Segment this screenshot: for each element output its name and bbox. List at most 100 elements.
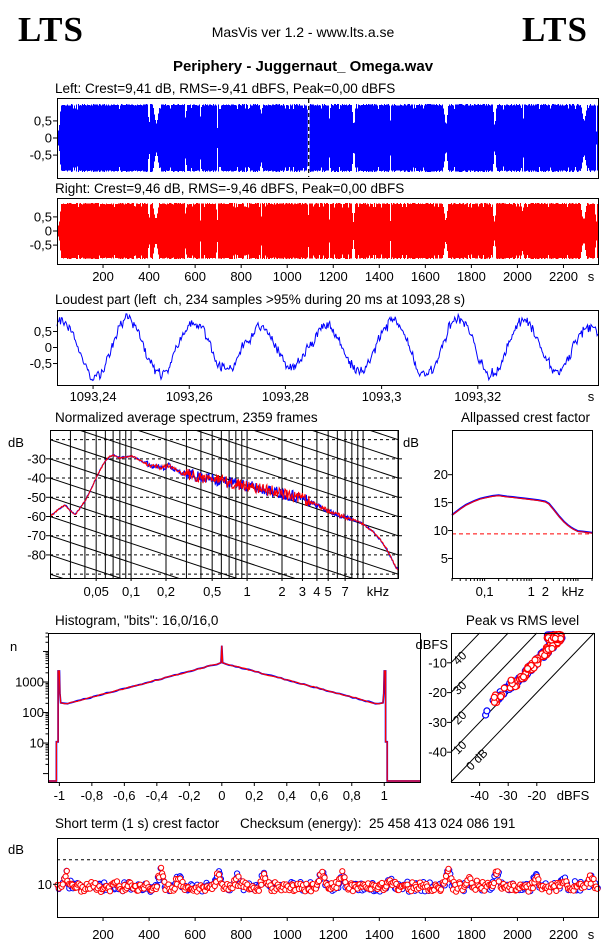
svg-text:600: 600: [184, 927, 206, 942]
left-channel-stats: Left: Crest=9,41 dB, RMS=-9,41 dBFS, Pea…: [55, 81, 396, 96]
checksum-text: Checksum (energy): 25 458 413 024 086 19…: [240, 816, 516, 831]
svg-text:-40: -40: [27, 471, 46, 486]
svg-text:-30: -30: [499, 788, 518, 803]
logo-left: LTS: [18, 10, 84, 49]
svg-text:1093,26: 1093,26: [166, 389, 213, 404]
svg-text:-40: -40: [428, 745, 447, 760]
svg-text:30: 30: [450, 678, 470, 698]
svg-text:1000: 1000: [273, 269, 302, 284]
svg-text:20: 20: [450, 708, 470, 728]
svg-text:1800: 1800: [457, 269, 486, 284]
svg-text:-0,6: -0,6: [113, 788, 135, 803]
svg-text:0,5: 0,5: [203, 584, 221, 599]
svg-text:dB: dB: [8, 435, 24, 450]
svg-text:2000: 2000: [503, 927, 532, 942]
svg-text:1093,28: 1093,28: [262, 389, 309, 404]
right-channel-stats: Right: Crest=9,46 dB, RMS=-9,46 dBFS, Pe…: [55, 181, 405, 196]
svg-text:10: 10: [30, 736, 44, 751]
svg-text:-30: -30: [428, 715, 447, 730]
svg-text:1000: 1000: [273, 927, 302, 942]
svg-text:2: 2: [278, 584, 285, 599]
svg-text:2000: 2000: [503, 269, 532, 284]
svg-text:1: 1: [381, 788, 388, 803]
svg-text:1093,24: 1093,24: [70, 389, 117, 404]
svg-text:10: 10: [450, 738, 470, 758]
svg-text:-50: -50: [27, 490, 46, 505]
svg-text:s: s: [588, 389, 595, 404]
right-waveform-plot: 0,50-0,5 200 400 600 800 1000 1200 1400 1600 1800…: [30, 198, 599, 284]
svg-text:800: 800: [230, 269, 252, 284]
svg-text:10: 10: [38, 877, 52, 892]
svg-text:dB: dB: [403, 435, 419, 450]
svg-text:200: 200: [92, 927, 114, 942]
svg-text:1: 1: [528, 584, 535, 599]
svg-text:kHz: kHz: [367, 584, 389, 599]
svg-text:10: 10: [434, 523, 448, 538]
svg-text:dB: dB: [8, 842, 24, 857]
short-term-title: Short term (1 s) crest factor: [55, 816, 220, 831]
svg-text:1400: 1400: [365, 927, 394, 942]
page-title: Periphery - Juggernaut_ Omega.wav: [172, 58, 434, 75]
peak-vs-rms-title: Peak vs RMS level: [465, 613, 580, 628]
svg-text:0: 0: [45, 340, 52, 355]
svg-text:1000: 1000: [15, 675, 44, 690]
left-waveform-plot: 0,5 0 -0,5: [30, 98, 599, 179]
svg-text:1200: 1200: [319, 269, 348, 284]
svg-text:0: 0: [45, 131, 52, 146]
svg-text:2: 2: [542, 584, 549, 599]
svg-text:1600: 1600: [411, 927, 440, 942]
histogram-title: Histogram, "bits": 16,0/16,0: [55, 613, 219, 628]
svg-text:0: 0: [218, 788, 225, 803]
svg-text:5: 5: [441, 551, 448, 566]
svg-text:dBFS: dBFS: [415, 637, 448, 652]
svg-text:dBFS: dBFS: [557, 788, 590, 803]
svg-text:15: 15: [434, 495, 448, 510]
allpassed-crest-plot: 20 15 10 5 0,1 1 2 kHz dB: [403, 430, 593, 599]
svg-text:s: s: [588, 927, 595, 942]
logo-right: LTS: [522, 10, 588, 49]
svg-text:-0,2: -0,2: [178, 788, 200, 803]
svg-text:-0,5: -0,5: [30, 148, 52, 163]
svg-text:0,8: 0,8: [343, 788, 361, 803]
svg-text:100: 100: [22, 705, 44, 720]
svg-text:-0,5: -0,5: [30, 356, 52, 371]
svg-text:7: 7: [341, 584, 348, 599]
svg-text:0,5: 0,5: [34, 113, 52, 128]
svg-text:200: 200: [92, 269, 114, 284]
svg-text:2200: 2200: [549, 927, 578, 942]
loudest-part-plot: 0,50-0,5 1093,24 1093,26 1093,28 1093,3 1093,…: [30, 310, 599, 404]
svg-text:1600: 1600: [411, 269, 440, 284]
svg-text:0 dB: 0 dB: [463, 746, 490, 773]
svg-text:5: 5: [325, 584, 332, 599]
svg-text:-1: -1: [54, 788, 66, 803]
svg-text:4: 4: [313, 584, 320, 599]
svg-text:n: n: [10, 639, 17, 654]
svg-text:0: 0: [45, 224, 52, 239]
spectrum-plot: -30 -40 -50 -60 -70 -80 0,05 0,1 0,2 0,5 1 2 3 4 5 7 kHz…: [8, 430, 402, 599]
svg-text:-20: -20: [527, 788, 546, 803]
svg-text:40: 40: [450, 648, 470, 668]
svg-text:0,5: 0,5: [34, 324, 52, 339]
svg-text:-60: -60: [27, 509, 46, 524]
app-version-text: MasVis ver 1.2 - www.lts.a.se: [211, 24, 395, 40]
svg-text:600: 600: [184, 269, 206, 284]
svg-text:0,2: 0,2: [245, 788, 263, 803]
svg-text:0,2: 0,2: [157, 584, 175, 599]
svg-text:400: 400: [138, 269, 160, 284]
svg-text:800: 800: [230, 927, 252, 942]
svg-text:-0,8: -0,8: [81, 788, 103, 803]
svg-text:kHz: kHz: [562, 584, 584, 599]
svg-text:-20: -20: [428, 685, 447, 700]
svg-text:1800: 1800: [457, 927, 486, 942]
histogram-plot: 1000 100 10 -1 -0,8 -0,6 -0,4 -0,2 0 0,2 0,4 0,6 0,8…: [10, 632, 421, 803]
svg-text:1200: 1200: [319, 927, 348, 942]
svg-text:0,5: 0,5: [34, 209, 52, 224]
svg-text:-40: -40: [470, 788, 489, 803]
svg-text:3: 3: [299, 584, 306, 599]
svg-text:1093,32: 1093,32: [454, 389, 501, 404]
svg-text:400: 400: [138, 927, 160, 942]
loudest-part-title: Loudest part (left ch, 234 samples >95% …: [55, 292, 466, 307]
svg-text:0,05: 0,05: [84, 584, 109, 599]
